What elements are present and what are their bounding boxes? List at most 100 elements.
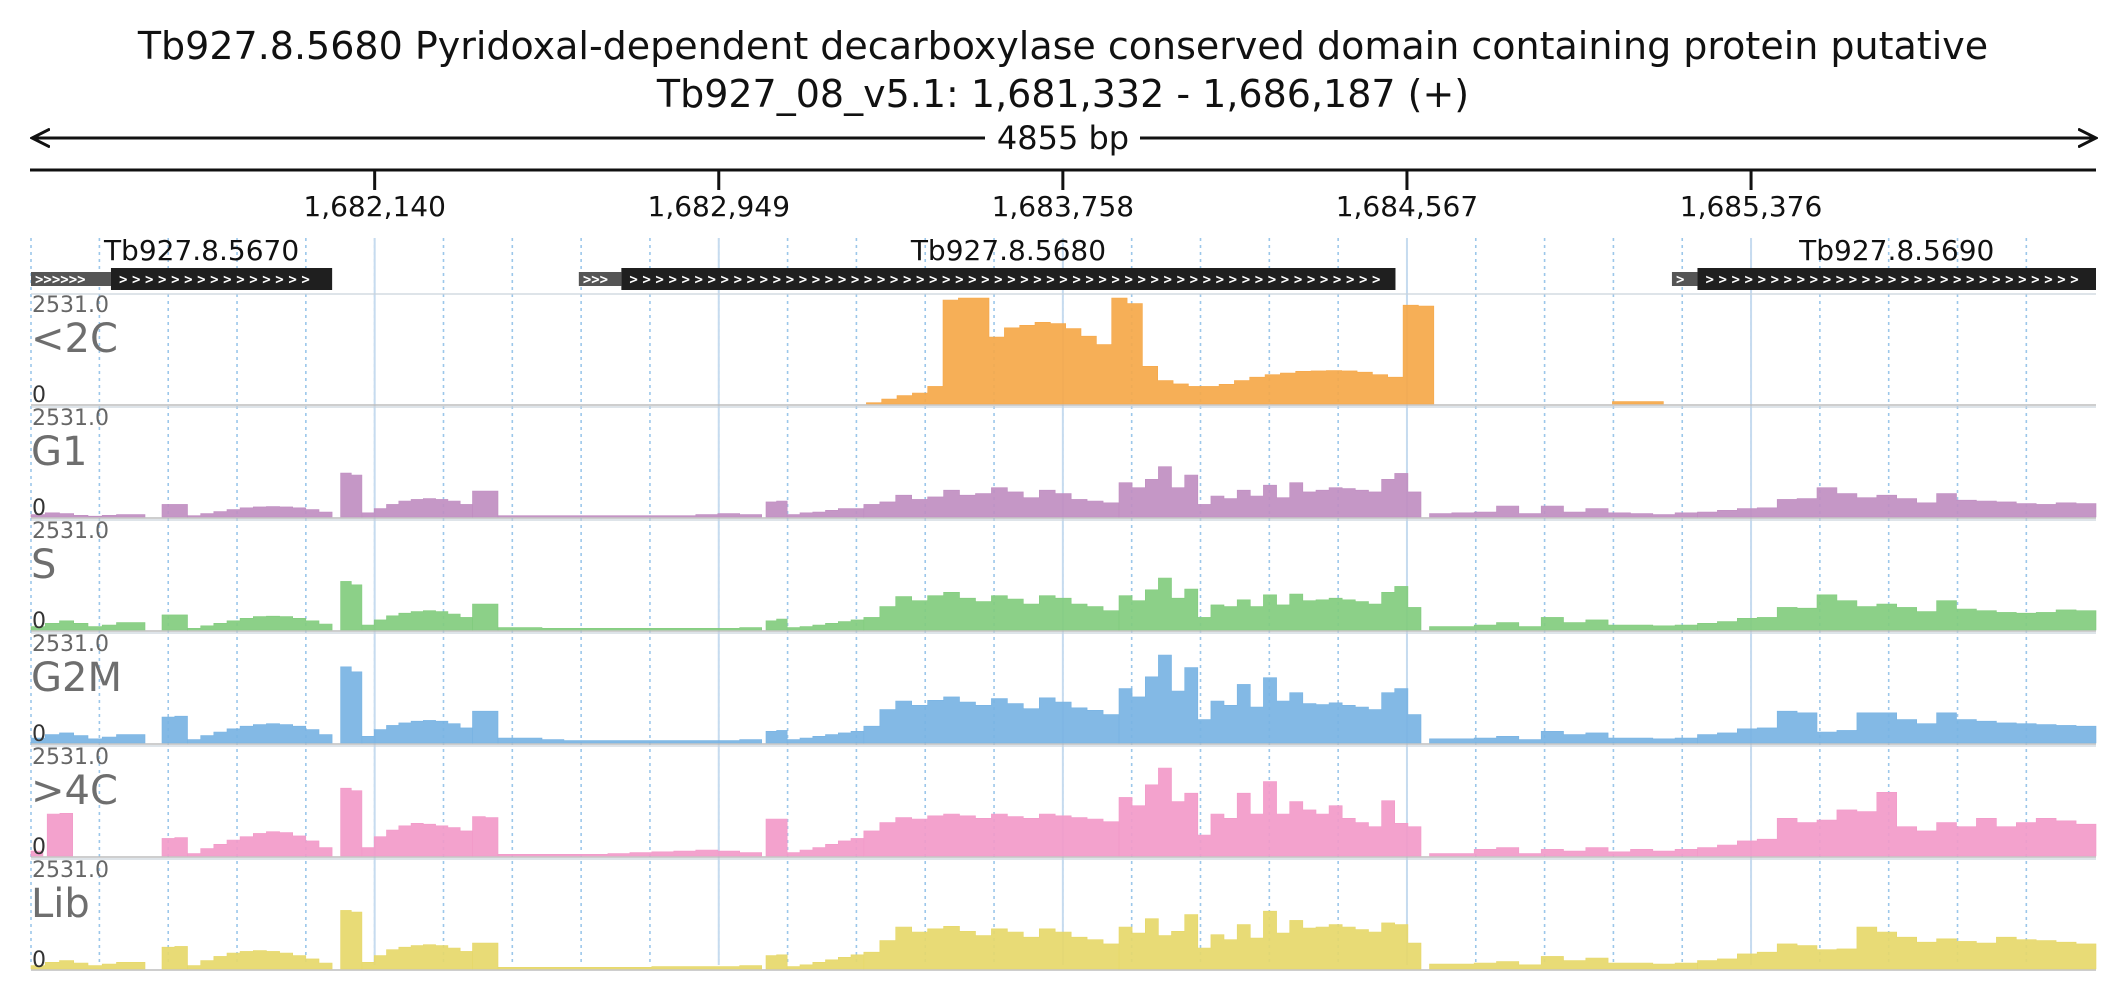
- coverage-area: [472, 816, 499, 857]
- track-ymax-label: 2531.0: [32, 632, 109, 657]
- strand-arrows: >>>>>>>>>>>>>>>>>>>>>>>>>>>>>>>>>>>>>>>>…: [629, 272, 1385, 288]
- coordinate-axis: 1,682,140 1,682,949 1,683,758 1,684,567 1,68…: [30, 168, 2096, 223]
- coverage-area: [46, 813, 73, 857]
- coverage-area: [187, 615, 333, 631]
- strand-arrows: >>>>>>: [35, 272, 86, 288]
- coverage-area: [472, 942, 499, 970]
- coverage-area: [1429, 847, 1698, 857]
- coverage-area: [361, 823, 473, 857]
- coverage-area: [161, 946, 188, 970]
- gene-label: Tb927.8.5690: [1798, 234, 1994, 267]
- coverage-area: [1118, 910, 1422, 970]
- coverage-area: [765, 730, 788, 744]
- track-ymin-label: 0: [32, 609, 46, 634]
- coverage-area: [1118, 466, 1422, 518]
- coverage-area: [340, 910, 363, 970]
- coverage-area: [786, 954, 865, 970]
- coverage-area: [765, 954, 788, 970]
- strand-arrows: >>>>>>>>>>>>>>>>>>>>>>>>>>>>>: [1705, 272, 2083, 288]
- track-5: 2531.0 0 Lib: [30, 858, 2097, 973]
- coverage-area: [863, 926, 1120, 970]
- coverage-area: [472, 710, 499, 744]
- coverage-area: [340, 472, 363, 518]
- coverage-area: [187, 831, 333, 857]
- coverage-area: [30, 512, 146, 518]
- track-name: <2C: [31, 316, 118, 362]
- track-name: >4C: [31, 768, 118, 814]
- axis-tick-label: 1,685,376: [1680, 190, 1823, 223]
- span-indicator: 4855 bp: [32, 119, 2096, 157]
- coverage-area: [863, 592, 1120, 631]
- track-4: 2531.0 0 >4C: [30, 745, 2097, 860]
- coverage-area: [765, 818, 788, 857]
- coverage-area: [786, 731, 865, 744]
- coverage-area: [1697, 792, 2097, 857]
- coverage-area: [472, 603, 499, 631]
- coverage-area: [187, 950, 333, 970]
- axis-tick-label: 1,684,567: [1336, 190, 1479, 223]
- gene-body: [1697, 268, 2096, 290]
- coverage-area: [1118, 577, 1422, 631]
- coverage-area: [340, 581, 363, 631]
- coverage-area: [765, 618, 788, 631]
- coverage-area: [187, 723, 333, 744]
- coverage-area: [863, 487, 1120, 518]
- gene-track: >>>>>> >>>>>>>>>>>>>>>Tb927.8.5670>>> >>>>…: [31, 234, 2096, 290]
- coverage-area: [1429, 731, 1698, 744]
- track-ymax-label: 2531.0: [32, 745, 109, 770]
- track-name: Lib: [31, 881, 90, 927]
- strand-arrows: >>>: [583, 272, 608, 288]
- chart-title: Tb927.8.5680 Pyridoxal-dependent decarbo…: [137, 24, 1989, 68]
- track-2: 2531.0 0 S: [30, 519, 2097, 634]
- coverage-area: [497, 849, 762, 857]
- coverage-area: [1697, 926, 2097, 970]
- gene-label: Tb927.8.5670: [103, 234, 299, 267]
- coverage-area: [1429, 505, 1698, 518]
- track-ymin-label: 0: [32, 383, 46, 408]
- coverage-area: [786, 838, 865, 857]
- coverage-area: [497, 965, 762, 970]
- track-ymax-label: 2531.0: [32, 858, 109, 883]
- gene-label: Tb927.8.5680: [910, 234, 1106, 267]
- track-ymin-label: 0: [32, 835, 46, 860]
- axis-tick-label: 1,683,758: [992, 190, 1135, 223]
- coverage-area: [786, 619, 865, 631]
- coverage-area: [30, 732, 146, 744]
- coverage-area: [340, 666, 363, 744]
- coverage-area: [361, 944, 473, 970]
- gene-body: [621, 268, 1396, 290]
- coverage-area: [863, 696, 1120, 744]
- track-3: 2531.0 0 G2M: [30, 632, 2097, 747]
- coverage-area: [161, 837, 188, 857]
- coverage-area: [161, 614, 188, 631]
- coverage-area: [765, 500, 788, 518]
- coverage-area: [497, 513, 762, 518]
- strand-arrows: >: [1676, 272, 1684, 288]
- gene-utr: [578, 272, 622, 286]
- track-ymax-label: 2531.0: [32, 293, 109, 318]
- track-ymin-label: 0: [32, 496, 46, 521]
- coverage-area: [497, 737, 762, 744]
- coverage-area: [1697, 487, 2097, 518]
- coverage-area: [161, 715, 188, 744]
- coverage-area: [361, 498, 473, 518]
- chart-subtitle: Tb927_08_v5.1: 1,681,332 - 1,686,187 (+): [656, 72, 1470, 116]
- gene-body: [110, 268, 333, 290]
- coverage-tracks: 2531.00<2C2531.00G12531.00S2531.00G2M253…: [30, 293, 2097, 973]
- axis-tick-label: 1,682,949: [648, 190, 791, 223]
- track-name: G2M: [31, 655, 122, 701]
- gene-utr: [31, 272, 111, 286]
- coverage-area: [1118, 767, 1422, 857]
- coverage-area: [30, 620, 146, 631]
- gene-utr: [1671, 272, 1698, 286]
- track-name: S: [31, 542, 56, 588]
- coverage-area: [340, 787, 363, 857]
- coverage-area: [472, 490, 499, 518]
- track-1: 2531.0 0 G1: [30, 406, 2097, 521]
- track-ymax-label: 2531.0: [32, 406, 109, 431]
- coverage-area: [1697, 710, 2097, 744]
- coverage-area: [786, 508, 865, 518]
- coverage-area: [497, 627, 762, 631]
- track-name: G1: [31, 429, 87, 475]
